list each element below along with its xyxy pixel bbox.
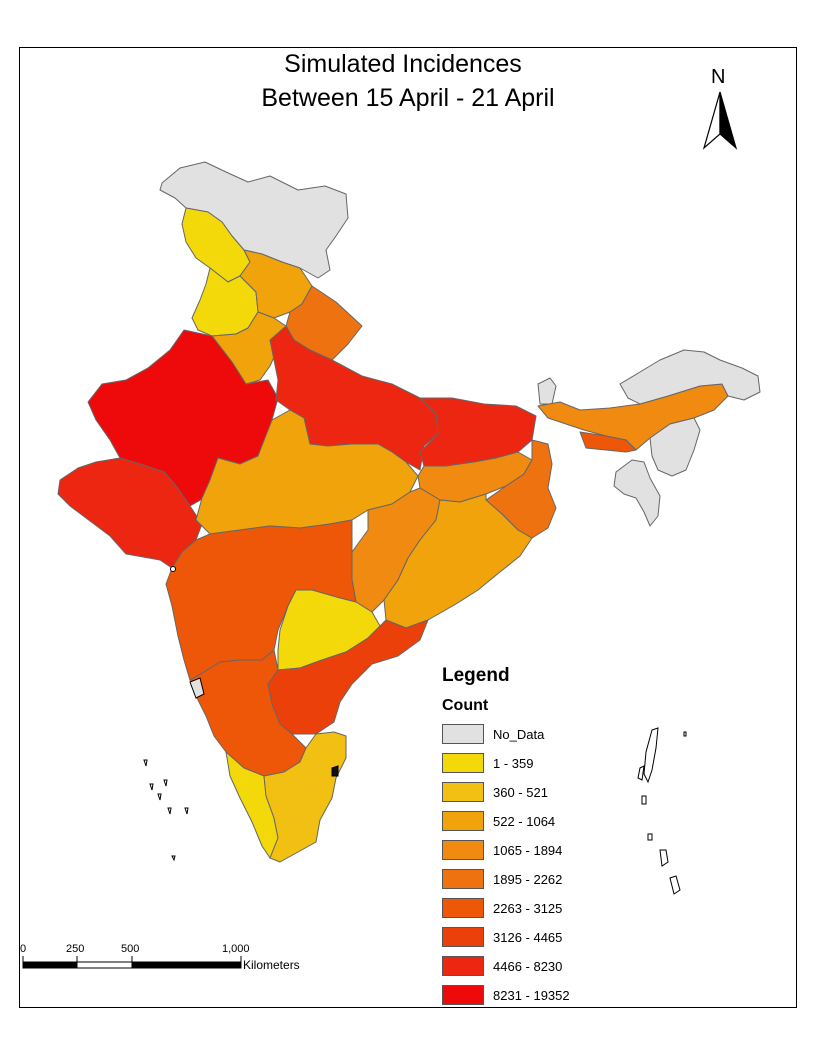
legend-label: 8231 - 19352 <box>493 988 570 1003</box>
scale-bar <box>22 956 242 969</box>
legend-title: Legend <box>442 665 510 686</box>
scale-tick-0: 0 <box>20 943 27 955</box>
region-puducherry <box>331 765 339 777</box>
legend-label: 360 - 521 <box>493 785 548 800</box>
legend-label: No_Data <box>493 727 545 742</box>
legend-swatch <box>442 927 484 947</box>
legend-swatch <box>442 985 484 1005</box>
region-assam <box>537 383 729 451</box>
scale-tick-1000: 1,000 <box>222 943 250 955</box>
region-goa <box>189 677 205 699</box>
north-label: N <box>711 66 726 88</box>
region-sikkim <box>537 377 557 405</box>
region-meghalaya <box>579 431 637 453</box>
map-frame <box>19 47 797 1008</box>
legend-label: 2263 - 3125 <box>493 901 563 916</box>
legend-swatch <box>442 898 484 918</box>
legend-label: 1 - 359 <box>493 756 534 771</box>
legend-swatch <box>442 753 484 773</box>
legend-swatch <box>442 782 484 802</box>
legend-swatch <box>442 840 484 860</box>
region-karnataka <box>189 649 307 777</box>
map-title: Simulated Incidences <box>284 50 522 78</box>
scale-unit: Kilometers <box>243 958 300 972</box>
map-subtitle: Between 15 April - 21 April <box>261 84 555 112</box>
region-rajasthan <box>87 329 279 507</box>
legend-subtitle: Count <box>442 697 489 714</box>
legend-label: 3126 - 4465 <box>493 930 563 945</box>
region-odisha <box>383 493 533 629</box>
region-andaman-nicobar <box>637 727 687 895</box>
scale-tick-500: 500 <box>121 943 140 955</box>
region-arunachal <box>619 349 761 405</box>
region-lakshadweep <box>143 759 189 862</box>
scale-tick-250: 250 <box>66 943 85 955</box>
legend-label: 4466 - 8230 <box>493 959 563 974</box>
legend-swatch <box>442 956 484 976</box>
north-arrow-icon <box>702 91 738 150</box>
region-tamil-nadu <box>263 731 347 863</box>
legend-swatch <box>442 724 484 744</box>
region-nagaland-manipur <box>649 417 701 477</box>
legend-swatch <box>442 811 484 831</box>
region-mumbai <box>170 566 176 572</box>
legend-label: 522 - 1064 <box>493 814 556 829</box>
legend-swatch <box>442 869 484 889</box>
legend-label: 1895 - 2262 <box>493 872 563 887</box>
region-tripura-mizoram <box>613 459 661 527</box>
legend-label: 1065 - 1894 <box>493 843 563 858</box>
